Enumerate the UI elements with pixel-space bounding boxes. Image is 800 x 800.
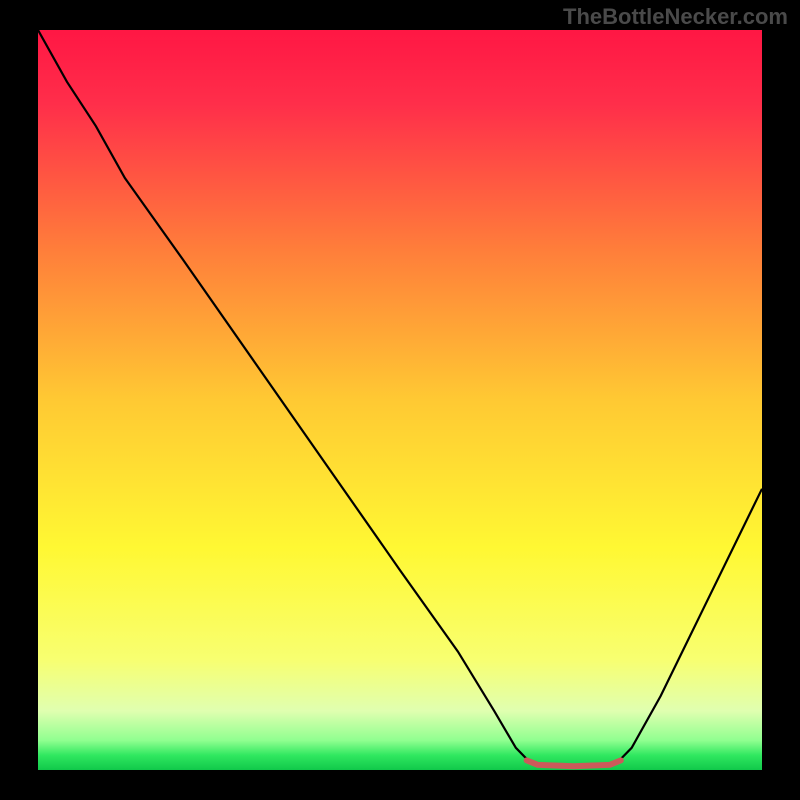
chart-curve-layer [38, 30, 762, 770]
optimal-range-highlight [527, 760, 621, 766]
chart-plot-area [38, 30, 762, 770]
bottleneck-curve [38, 30, 762, 766]
watermark-text: TheBottleNecker.com [563, 4, 788, 30]
